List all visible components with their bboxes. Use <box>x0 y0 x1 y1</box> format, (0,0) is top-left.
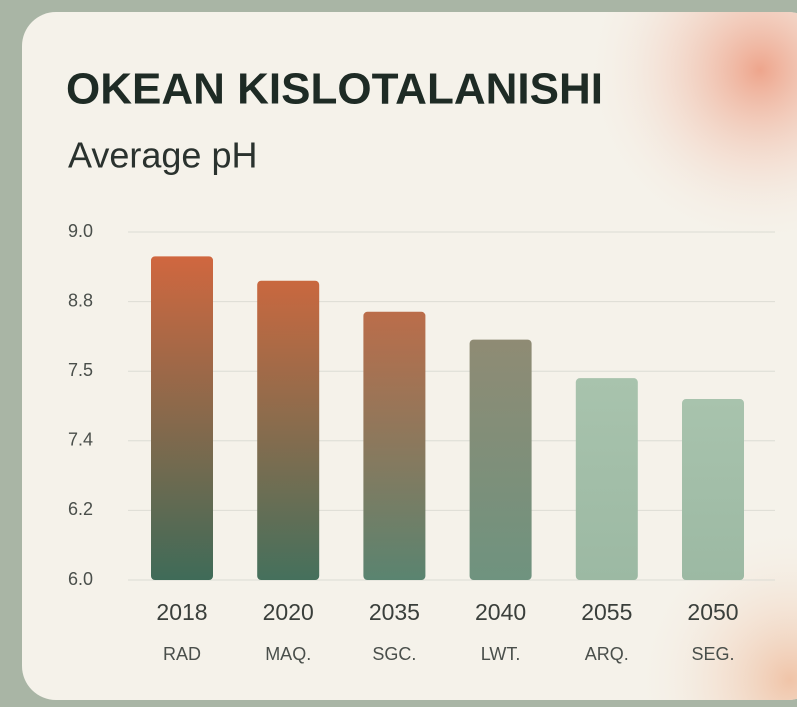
x-tick-sublabel: RAD <box>163 644 201 664</box>
chart-title: OKEAN KISLOTALANISHI <box>66 65 603 114</box>
bar <box>469 339 532 580</box>
x-tick-sublabel: SEG. <box>691 644 734 664</box>
x-tick-label: 2018 <box>156 599 207 625</box>
x-tick-sublabel: LWT. <box>481 644 521 664</box>
y-tick-label: 7.4 <box>68 430 93 450</box>
x-tick-label: 2050 <box>687 599 738 625</box>
x-tick-label: 2020 <box>263 599 314 625</box>
y-tick-label: 6.2 <box>68 499 93 519</box>
x-tick-sublabel: SGC. <box>372 644 416 664</box>
x-tick-label: 2040 <box>475 599 526 625</box>
y-tick-label: 8.8 <box>68 290 93 310</box>
y-tick-label: 9.0 <box>68 221 93 241</box>
x-tick-label: 2035 <box>369 599 420 625</box>
bar <box>682 399 744 580</box>
y-tick-label: 7.5 <box>68 360 93 380</box>
bar <box>257 280 320 580</box>
chart-subtitle: Average pH <box>68 135 257 176</box>
y-tick-label: 6.0 <box>68 569 93 589</box>
x-tick-label: 2055 <box>581 599 632 625</box>
bar <box>363 311 426 580</box>
x-tick-sublabel: ARQ. <box>585 644 629 664</box>
x-tick-sublabel: MAQ. <box>265 644 311 664</box>
bar <box>575 378 638 580</box>
bar <box>151 256 213 580</box>
